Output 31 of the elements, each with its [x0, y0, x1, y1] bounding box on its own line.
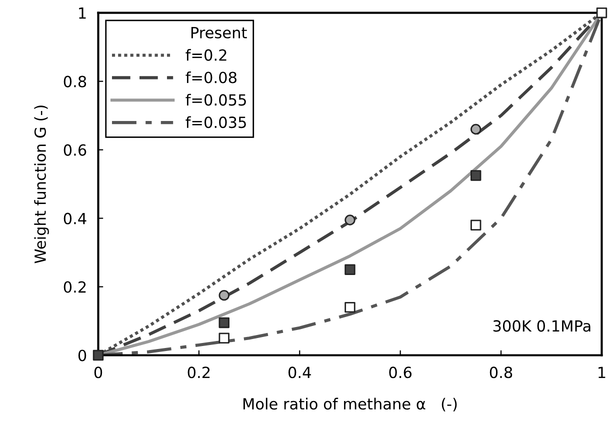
x-tick-label: 1 — [598, 366, 606, 378]
y-tick-label: 1 — [79, 8, 86, 19]
legend-label: f=0.055 — [186, 94, 246, 106]
point — [470, 124, 482, 135]
point — [470, 220, 482, 230]
point — [218, 332, 230, 344]
point — [344, 214, 356, 226]
point — [344, 302, 356, 313]
point — [92, 350, 104, 361]
legend-title: Present — [191, 27, 247, 38]
y-tick-label: 0.6 — [64, 144, 86, 156]
x-tick-label: 0.4 — [288, 366, 311, 378]
y-tick-label: 0.8 — [64, 76, 86, 88]
x-axis-title: Mole ratio of methane α (-) — [243, 398, 457, 412]
x-tick-label: 0 — [94, 366, 102, 378]
annotation: 300K 0.1MPa — [493, 320, 590, 332]
y-tick-label: 0.4 — [64, 212, 86, 224]
point — [596, 7, 608, 18]
legend-label: f=0.035 — [186, 116, 246, 128]
y-tick-label: 0 — [78, 350, 86, 362]
point — [344, 264, 356, 275]
point — [470, 170, 482, 181]
y-axis-title: Weight function G (-) — [34, 106, 49, 264]
x-tick-label: 0.8 — [490, 366, 512, 378]
x-tick-label: 0.2 — [188, 366, 210, 378]
y-tick-label: 0.2 — [64, 281, 86, 293]
point — [218, 317, 230, 328]
legend-label: f=0.08 — [186, 71, 236, 84]
legend-label: f=0.2 — [186, 49, 226, 61]
point — [218, 290, 230, 301]
x-tick-label: 0.6 — [389, 366, 412, 378]
